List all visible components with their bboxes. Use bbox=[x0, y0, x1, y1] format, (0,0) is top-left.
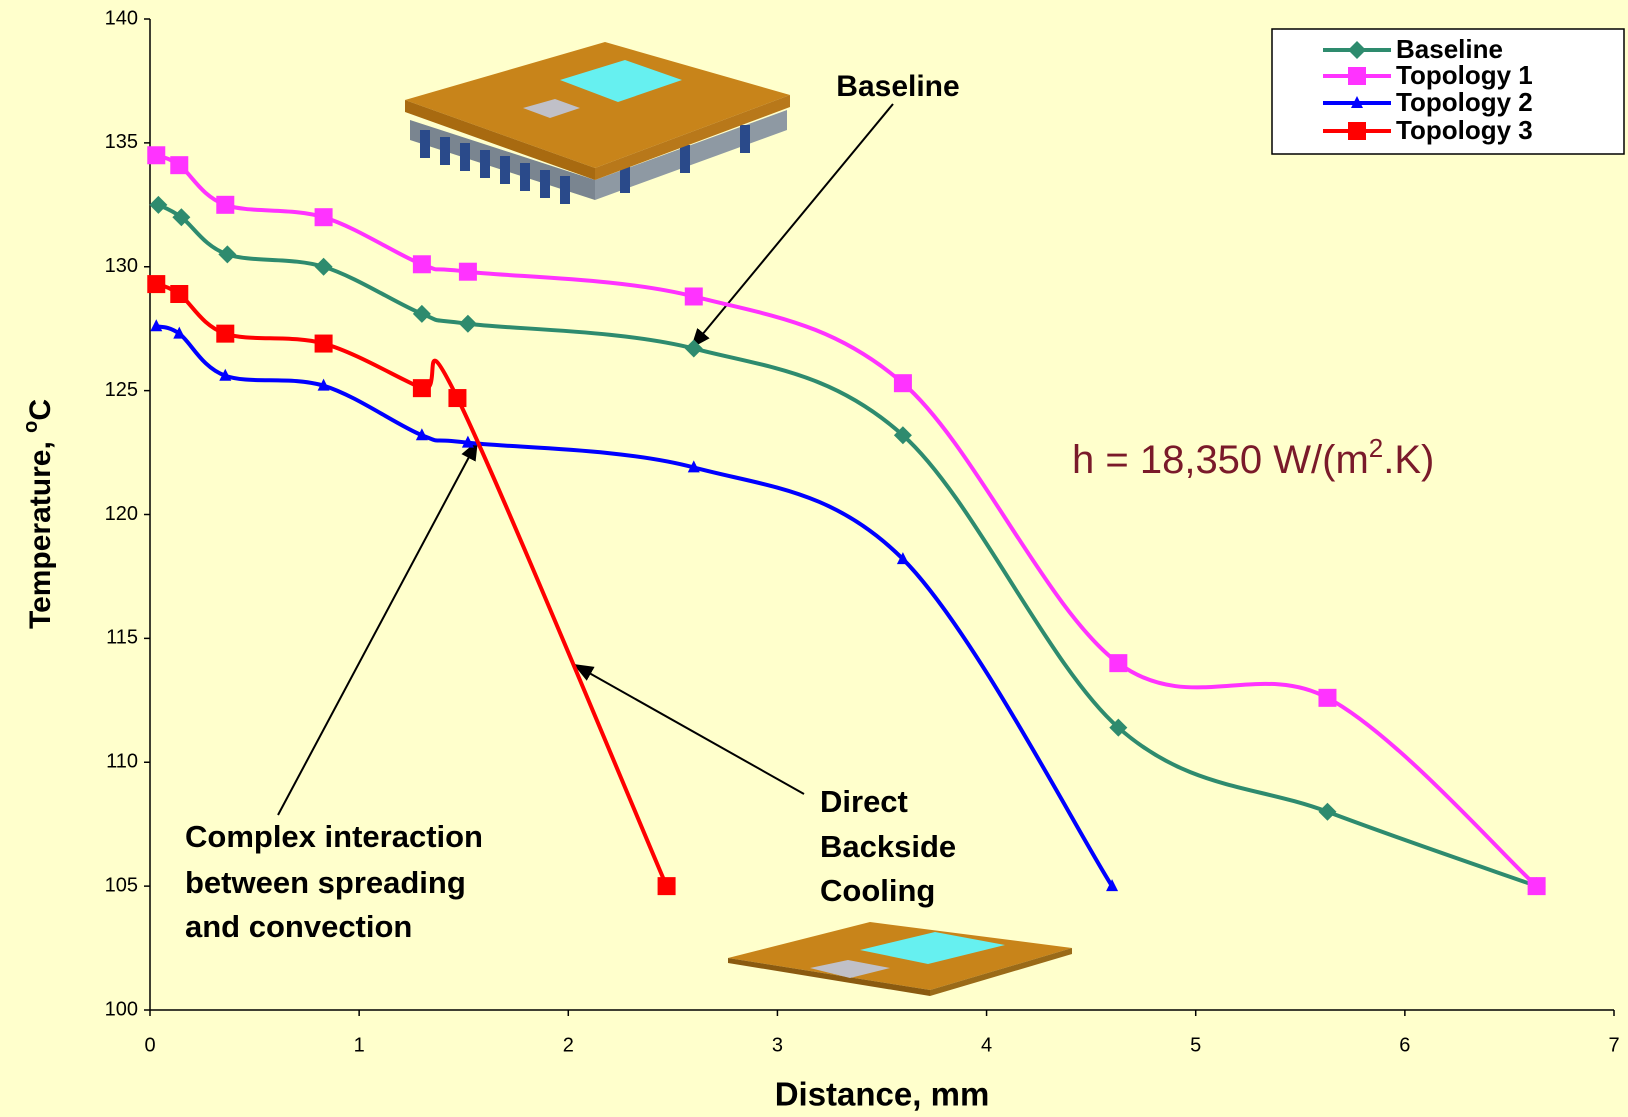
x-tick-label: 0 bbox=[144, 1034, 155, 1056]
y-tick-label: 130 bbox=[105, 255, 138, 277]
annotation: Baseline bbox=[836, 70, 959, 103]
data-point bbox=[448, 389, 466, 407]
data-point bbox=[658, 877, 676, 895]
y-tick-label: 140 bbox=[105, 7, 138, 29]
legend-label: Topology 1 bbox=[1396, 60, 1533, 90]
y-tick-label: 125 bbox=[105, 379, 138, 401]
annotation: Direct bbox=[820, 784, 908, 819]
legend-marker bbox=[1348, 122, 1366, 140]
data-point bbox=[1318, 689, 1336, 707]
y-tick-label: 115 bbox=[106, 627, 138, 649]
data-point bbox=[147, 146, 165, 164]
data-point bbox=[315, 208, 333, 226]
y-axis-title-superscript: o bbox=[20, 421, 42, 433]
data-point bbox=[1528, 877, 1546, 895]
data-point bbox=[413, 379, 431, 397]
data-point bbox=[216, 325, 234, 343]
legend-marker bbox=[1348, 67, 1366, 85]
annotation-part: h = 18,350 W/(m bbox=[1072, 438, 1369, 482]
data-point bbox=[315, 335, 333, 353]
annotation: between spreading bbox=[185, 865, 466, 900]
x-tick-label: 1 bbox=[354, 1034, 365, 1056]
annotation-part: .K) bbox=[1383, 438, 1434, 482]
page: Baseline h = 18,350 W/(m2.K) Complex int… bbox=[0, 0, 1628, 1117]
y-axis-title-part: Temperature, bbox=[24, 433, 57, 629]
data-point bbox=[170, 156, 188, 174]
x-tick-label: 2 bbox=[563, 1034, 574, 1056]
data-point bbox=[459, 263, 477, 281]
x-axis-title: Distance, mm bbox=[775, 1076, 990, 1113]
annotation: Complex interaction bbox=[185, 819, 483, 854]
x-tick-label: 3 bbox=[772, 1034, 783, 1056]
data-point bbox=[170, 285, 188, 303]
data-point bbox=[413, 255, 431, 273]
y-tick-label: 135 bbox=[105, 131, 138, 153]
legend-label: Topology 2 bbox=[1396, 87, 1533, 117]
x-tick-label: 5 bbox=[1190, 1034, 1201, 1056]
y-tick-label: 120 bbox=[105, 503, 138, 525]
legend-label: Topology 3 bbox=[1396, 115, 1533, 145]
annotation: and convection bbox=[185, 909, 412, 944]
chart: Baseline h = 18,350 W/(m2.K) Complex int… bbox=[0, 0, 1628, 1117]
y-tick-label: 100 bbox=[105, 998, 138, 1020]
annotation: Cooling bbox=[820, 873, 935, 908]
x-tick-label: 4 bbox=[981, 1034, 992, 1056]
data-point bbox=[685, 287, 703, 305]
x-tick-label: 6 bbox=[1399, 1034, 1410, 1056]
y-axis-title-part: C bbox=[24, 399, 57, 421]
y-axis-title: Temperature, oC bbox=[20, 399, 57, 629]
data-point bbox=[1109, 654, 1127, 672]
data-point bbox=[894, 374, 912, 392]
x-tick-label: 7 bbox=[1608, 1034, 1619, 1056]
data-point bbox=[216, 196, 234, 214]
y-tick-label: 110 bbox=[106, 751, 138, 773]
annotation-superscript: 2 bbox=[1369, 433, 1383, 463]
annotation: Backside bbox=[820, 829, 956, 864]
y-tick-label: 105 bbox=[105, 874, 138, 896]
data-point bbox=[147, 275, 165, 293]
